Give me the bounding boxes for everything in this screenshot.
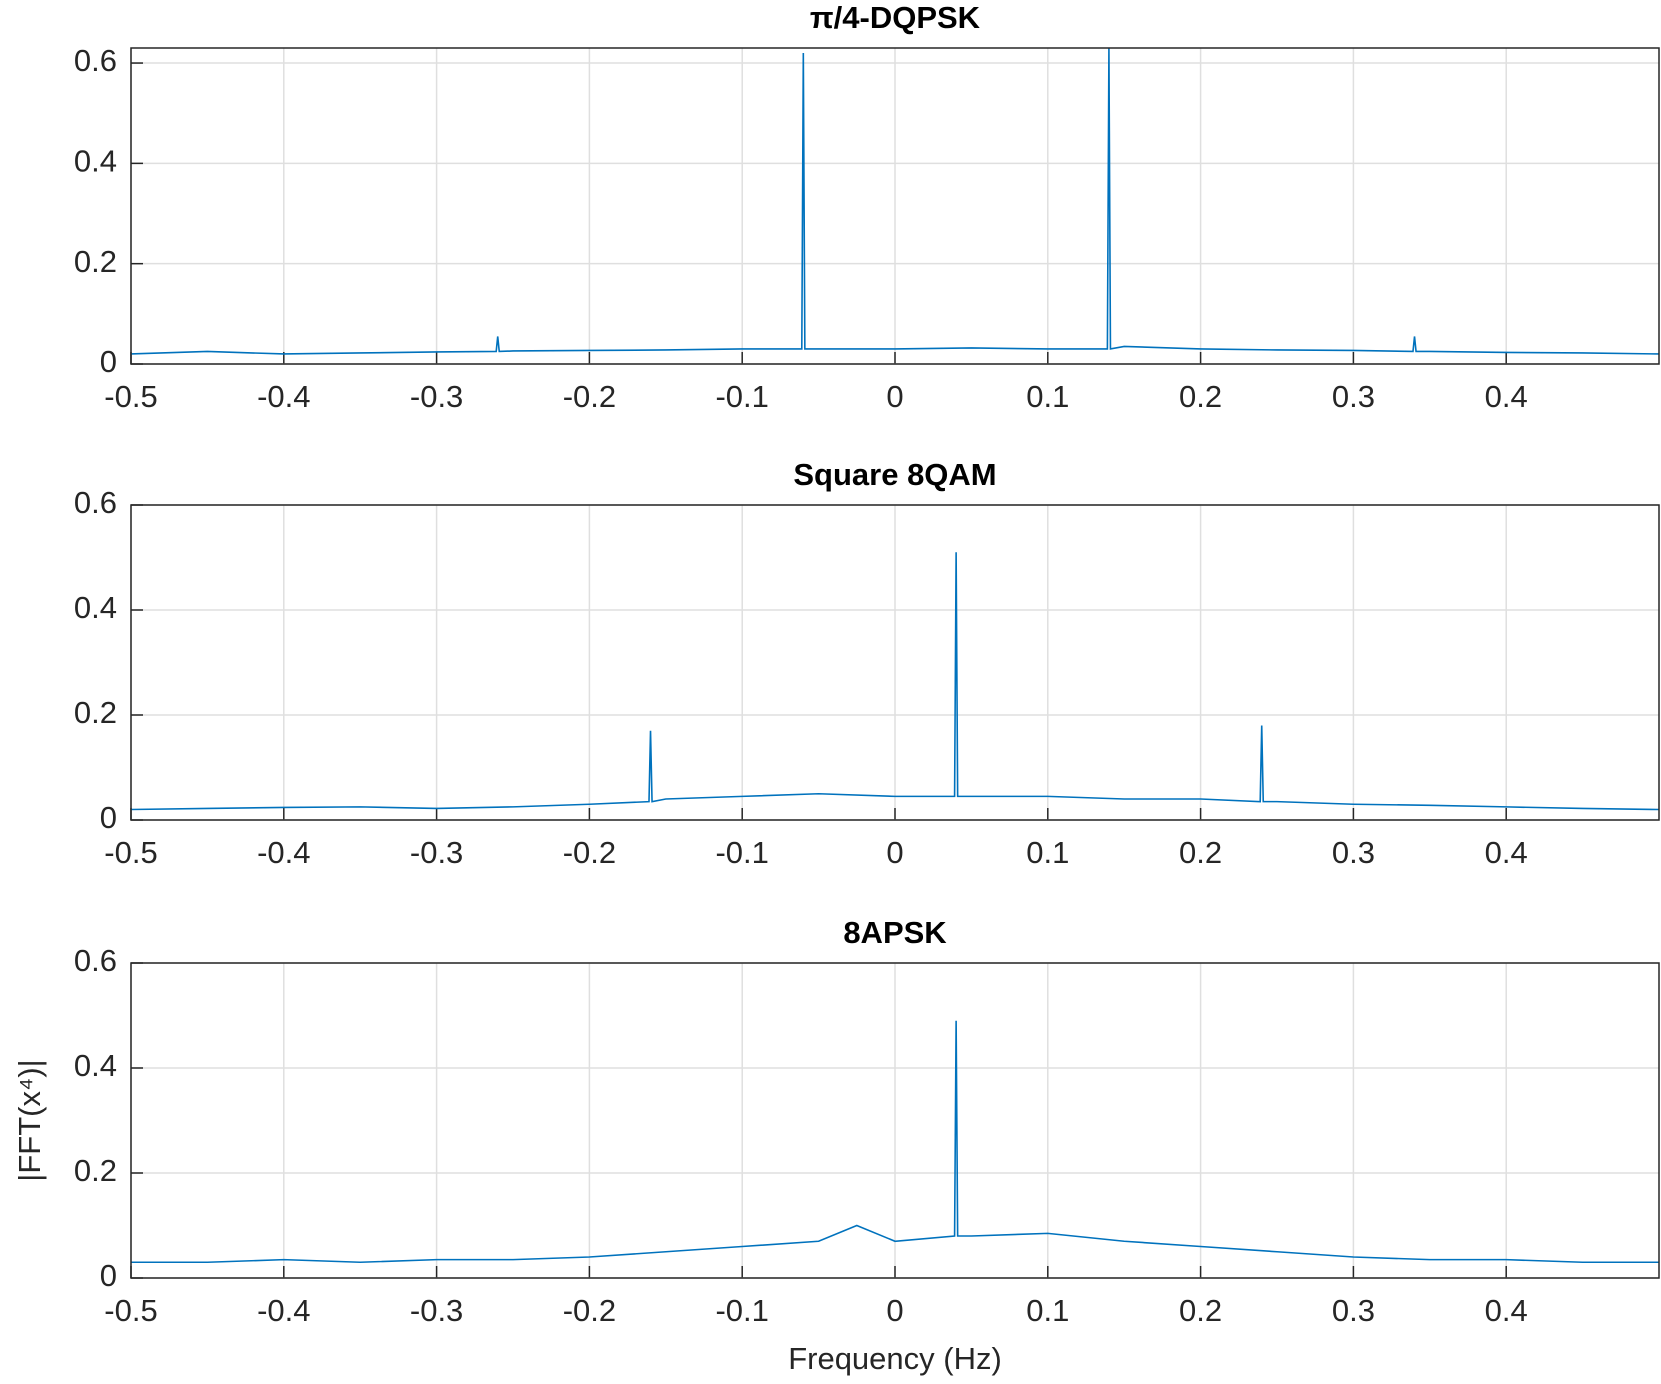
x-tick-label: 0.1 xyxy=(1026,1293,1069,1328)
y-tick-label: 0 xyxy=(100,1258,117,1293)
y-tick-label: 0.4 xyxy=(74,590,117,625)
axes-box xyxy=(130,47,1660,365)
x-tick-label: 0.3 xyxy=(1332,379,1375,414)
x-tick-label: 0.4 xyxy=(1485,835,1528,870)
x-tick-label: 0.3 xyxy=(1332,1293,1375,1328)
y-tick-label: 0.2 xyxy=(74,1153,117,1188)
x-tick-label: -0.5 xyxy=(104,835,157,870)
x-tick-label: -0.2 xyxy=(563,379,616,414)
x-tick-label: -0.1 xyxy=(715,1293,768,1328)
x-tick-label: 0.4 xyxy=(1485,379,1528,414)
x-tick-label: 0 xyxy=(886,835,903,870)
y-tick-label: 0.2 xyxy=(74,695,117,730)
spectrum-line xyxy=(131,1020,1659,1264)
x-tick-label: 0.2 xyxy=(1179,1293,1222,1328)
axes-box xyxy=(130,504,1660,821)
x-tick-label: 0.1 xyxy=(1026,379,1069,414)
y-axis-label: |FFT(x⁴)| xyxy=(12,1059,47,1181)
chart-title: 8APSK xyxy=(843,915,947,950)
x-tick-label: -0.2 xyxy=(563,1293,616,1328)
x-axis-label: Frequency (Hz) xyxy=(788,1341,1002,1376)
x-tick-label: -0.4 xyxy=(257,835,310,870)
x-tick-label: -0.1 xyxy=(715,835,768,870)
x-tick-label: -0.1 xyxy=(715,379,768,414)
x-tick-label: 0 xyxy=(886,379,903,414)
x-tick-label: 0.4 xyxy=(1485,1293,1528,1328)
x-tick-label: 0.2 xyxy=(1179,379,1222,414)
chart-title: π/4-DQPSK xyxy=(810,0,981,35)
x-tick-label: -0.3 xyxy=(410,379,463,414)
y-tick-label: 0 xyxy=(100,800,117,835)
y-tick-label: 0.4 xyxy=(74,1048,117,1083)
x-tick-label: -0.4 xyxy=(257,1293,310,1328)
y-tick-label: 0.6 xyxy=(74,943,117,978)
spectrum-line xyxy=(130,552,1660,811)
y-tick-label: 0.4 xyxy=(74,144,117,179)
x-tick-label: -0.3 xyxy=(410,835,463,870)
x-tick-label: -0.3 xyxy=(410,1293,463,1328)
chart-title: Square 8QAM xyxy=(793,457,996,492)
x-tick-label: -0.4 xyxy=(257,379,310,414)
x-tick-label: 0.2 xyxy=(1179,835,1222,870)
x-tick-label: -0.5 xyxy=(104,379,157,414)
y-tick-label: 0.6 xyxy=(74,43,117,78)
x-tick-label: -0.5 xyxy=(104,1293,157,1328)
spectrum-line xyxy=(130,47,1660,355)
y-tick-label: 0 xyxy=(100,344,117,379)
y-tick-label: 0.2 xyxy=(74,244,117,279)
axes-box xyxy=(130,962,1660,1279)
x-tick-label: 0.3 xyxy=(1332,835,1375,870)
x-tick-label: 0.1 xyxy=(1026,835,1069,870)
y-tick-label: 0.6 xyxy=(74,485,117,520)
x-tick-label: -0.2 xyxy=(563,835,616,870)
x-tick-label: 0 xyxy=(886,1293,903,1328)
